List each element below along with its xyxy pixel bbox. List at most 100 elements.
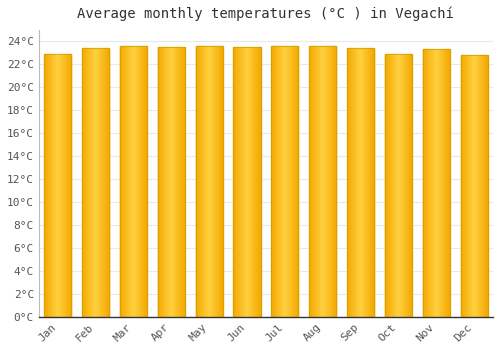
Bar [62,54,63,317]
Bar [94,48,95,317]
Bar [137,46,138,317]
Bar [141,46,142,317]
Bar [286,46,287,317]
Bar [257,47,258,317]
Bar [400,54,401,317]
Bar [243,47,244,317]
Bar [128,46,130,317]
Bar [484,55,485,317]
Bar [212,46,213,317]
Bar [320,46,322,317]
Bar [220,46,222,317]
Bar [295,46,296,317]
Bar [309,46,310,317]
Bar [479,55,480,317]
Bar [101,48,102,317]
Bar [395,54,396,317]
Bar [61,54,62,317]
Bar [431,49,432,317]
Bar [44,54,45,317]
Bar [218,46,220,317]
Bar [59,54,60,317]
Bar [142,46,143,317]
Bar [253,47,254,317]
Bar [86,48,88,317]
Bar [480,55,481,317]
Bar [182,47,183,317]
Bar [408,54,410,317]
Bar [386,54,387,317]
Bar [439,49,440,317]
Bar [66,54,68,317]
Bar [208,46,209,317]
Bar [387,54,388,317]
Bar [481,55,482,317]
Bar [474,55,475,317]
Bar [284,46,285,317]
Bar [447,49,448,317]
Bar [355,48,356,317]
Bar [390,54,391,317]
Bar [56,54,57,317]
Bar [98,48,99,317]
Bar [460,55,488,317]
Bar [350,48,351,317]
Bar [134,46,135,317]
Bar [159,47,160,317]
Bar [172,47,174,317]
Bar [196,46,223,317]
Bar [242,47,243,317]
Bar [309,46,336,317]
Bar [271,46,298,317]
Bar [198,46,199,317]
Bar [331,46,332,317]
Bar [288,46,289,317]
Bar [245,47,246,317]
Bar [325,46,326,317]
Bar [160,47,161,317]
Bar [143,46,144,317]
Bar [120,46,121,317]
Bar [468,55,469,317]
Bar [183,47,184,317]
Bar [403,54,404,317]
Bar [209,46,210,317]
Bar [293,46,294,317]
Bar [428,49,429,317]
Bar [132,46,133,317]
Bar [410,54,412,317]
Bar [207,46,208,317]
Bar [164,47,165,317]
Bar [139,46,140,317]
Bar [405,54,406,317]
Bar [168,47,170,317]
Bar [446,49,447,317]
Bar [58,54,59,317]
Bar [404,54,405,317]
Bar [426,49,428,317]
Bar [449,49,450,317]
Bar [145,46,146,317]
Bar [93,48,94,317]
Bar [477,55,478,317]
Bar [97,48,98,317]
Bar [473,55,474,317]
Bar [485,55,486,317]
Bar [370,48,371,317]
Bar [90,48,91,317]
Bar [463,55,464,317]
Bar [247,47,248,317]
Bar [204,46,205,317]
Bar [475,55,476,317]
Bar [82,48,84,317]
Bar [393,54,394,317]
Bar [234,47,260,317]
Bar [385,54,412,317]
Bar [140,46,141,317]
Bar [397,54,398,317]
Bar [460,55,461,317]
Bar [162,47,163,317]
Bar [436,49,437,317]
Bar [103,48,104,317]
Bar [406,54,408,317]
